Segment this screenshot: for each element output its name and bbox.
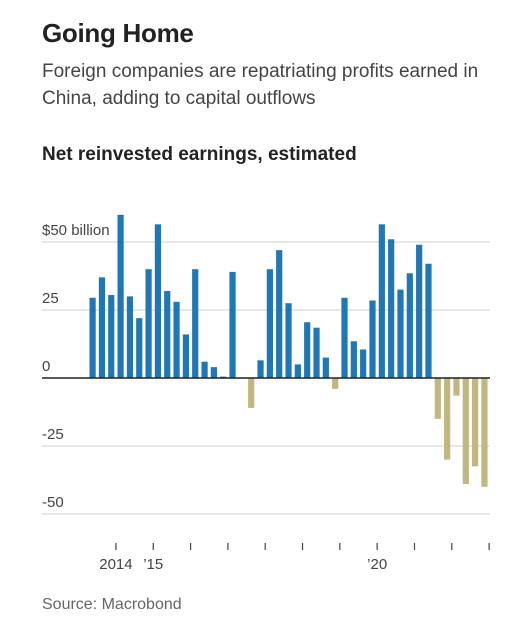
bar bbox=[173, 301, 180, 378]
bar bbox=[360, 349, 367, 378]
bar bbox=[276, 250, 283, 378]
bar bbox=[126, 296, 134, 378]
x-tick-label: ’15 bbox=[143, 556, 163, 573]
bar bbox=[304, 322, 311, 378]
bar bbox=[248, 378, 255, 408]
bar bbox=[154, 224, 162, 378]
bar bbox=[266, 269, 273, 378]
bar bbox=[98, 277, 106, 378]
bar bbox=[192, 269, 199, 378]
bar bbox=[210, 367, 217, 378]
x-tick-label: 2014 bbox=[99, 556, 132, 573]
bar bbox=[350, 341, 357, 378]
bar bbox=[145, 269, 152, 378]
axis-labels: $50 billion 25 0 -25 -50 2014 ’15 ’20 bbox=[42, 222, 387, 573]
axes bbox=[42, 377, 490, 550]
bar bbox=[201, 361, 208, 378]
source-note: Source: Macrobond bbox=[42, 596, 182, 613]
chart-subtitle: Foreign companies are repatriating profi… bbox=[42, 61, 479, 109]
bar bbox=[378, 224, 385, 378]
bar bbox=[322, 357, 329, 378]
bar bbox=[136, 318, 143, 378]
y-tick-label: 25 bbox=[42, 290, 59, 307]
bar bbox=[182, 334, 189, 378]
bar bbox=[117, 214, 124, 378]
bar bbox=[416, 244, 423, 378]
chart-title: Net reinvested earnings, estimated bbox=[42, 144, 357, 165]
bar bbox=[453, 378, 460, 396]
y-tick-label: -50 bbox=[42, 494, 64, 511]
bar bbox=[229, 271, 236, 378]
bar bbox=[462, 378, 469, 485]
y-tick-label: 0 bbox=[42, 358, 50, 375]
bar bbox=[444, 378, 451, 460]
x-tick-label: ’20 bbox=[367, 556, 387, 573]
bar bbox=[406, 273, 413, 378]
bar bbox=[108, 295, 115, 378]
bar bbox=[294, 364, 301, 378]
bar bbox=[481, 378, 488, 487]
bar bbox=[369, 300, 376, 378]
bar bbox=[285, 303, 292, 378]
bar bbox=[257, 360, 264, 378]
bar bbox=[434, 378, 441, 419]
gridlines bbox=[42, 241, 490, 515]
bar bbox=[164, 290, 171, 378]
bar bbox=[89, 297, 96, 378]
chart-headline: Going Home bbox=[42, 18, 194, 48]
bar bbox=[313, 327, 320, 378]
y-tick-label: $50 billion bbox=[42, 222, 110, 239]
bar bbox=[425, 263, 432, 378]
bar bbox=[341, 297, 348, 378]
y-tick-label: -25 bbox=[42, 426, 64, 443]
bar bbox=[397, 289, 404, 378]
bars bbox=[89, 214, 488, 487]
bar bbox=[388, 239, 395, 378]
bar bbox=[332, 378, 339, 389]
bar bbox=[472, 378, 479, 467]
